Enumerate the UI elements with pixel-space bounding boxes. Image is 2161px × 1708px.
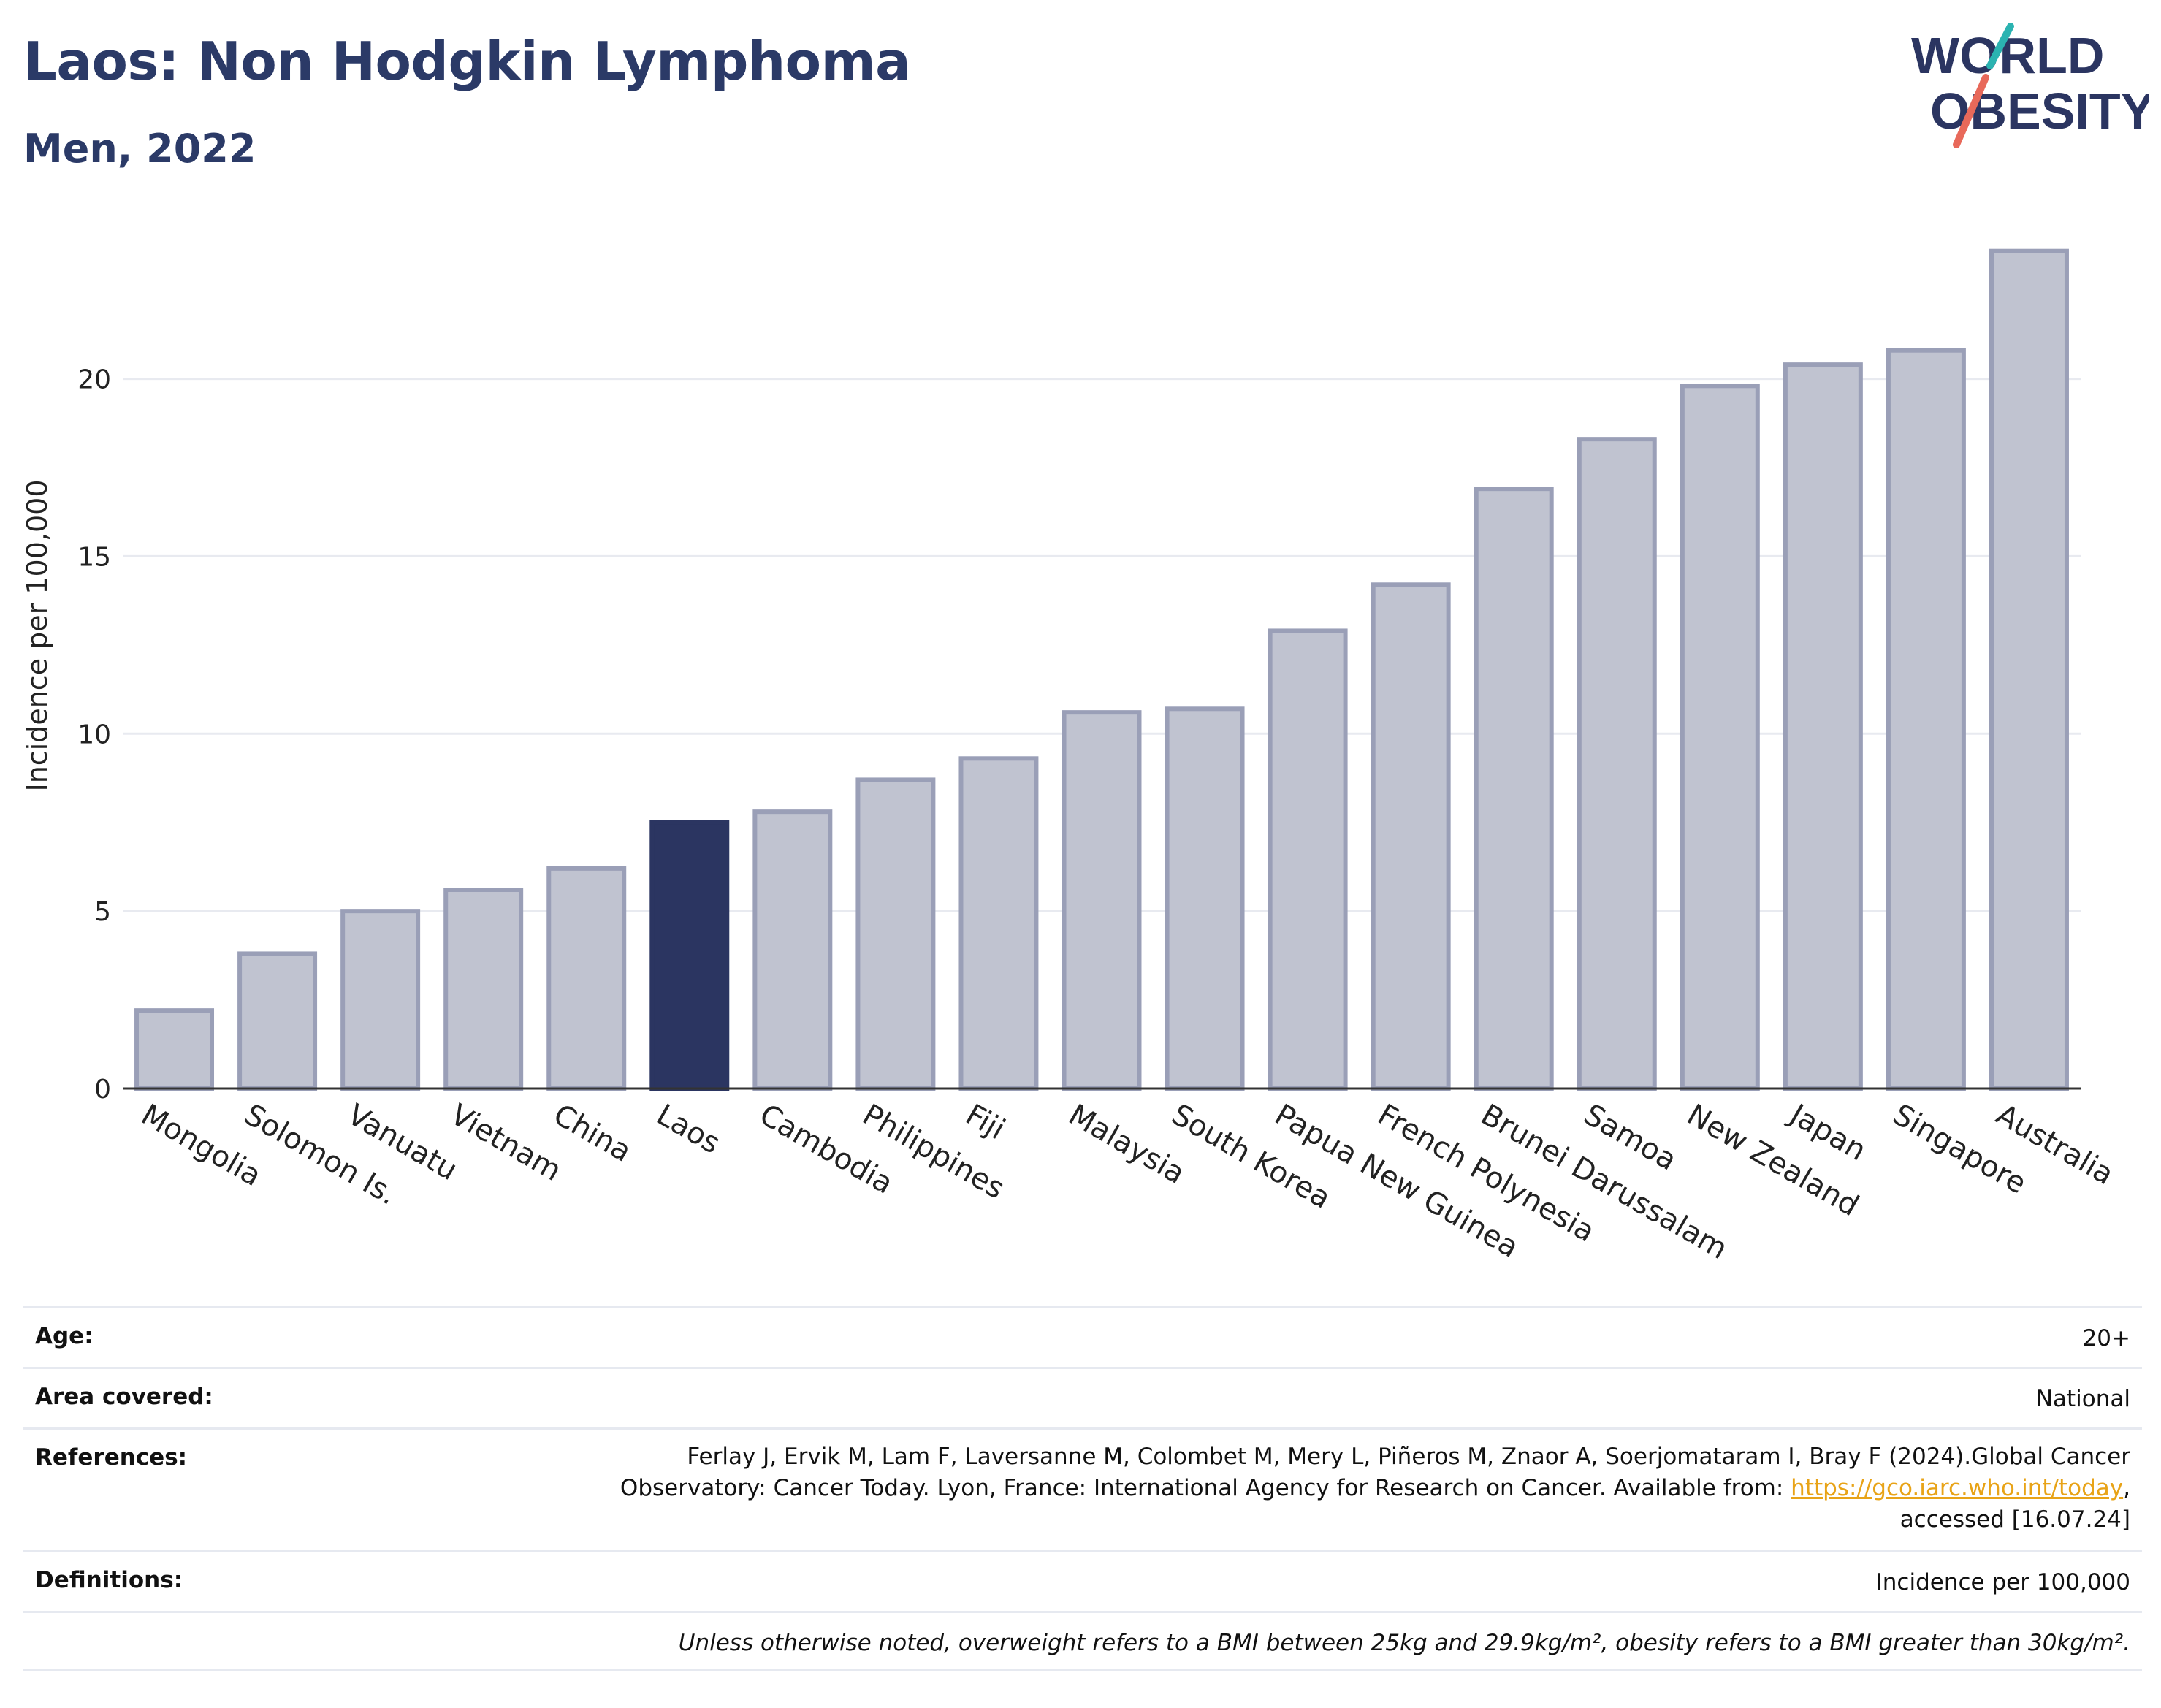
references-link[interactable]: https://gco.iarc.who.int/today [1791,1475,2124,1501]
row-area: Area covered: National [23,1367,2142,1427]
age-value: 20+ [2082,1325,2130,1351]
y-axis-ticks: 0 5 10 15 20 [77,365,111,1105]
row-references: References: Ferlay J, Ervik M, Lam F, La… [23,1427,2142,1550]
row-definitions: Definitions: Incidence per 100,000 [23,1550,2142,1611]
bar-papua-new-guinea [1268,628,1348,1091]
y-axis-label: Incidence per 100,000 [21,479,53,791]
definitions-value: Incidence per 100,000 [1875,1569,2130,1595]
row-note: Unless otherwise noted, overweight refer… [23,1611,2142,1671]
bar-philippines [855,777,936,1091]
references-line2-text: Observatory: Cancer Today. Lyon, France:… [620,1475,1791,1501]
row-age: Age: 20+ [23,1306,2142,1367]
x-tick-label: Malaysia [1063,1098,1190,1191]
definitions-label: Definitions: [35,1567,183,1593]
obesity-definition-note: Unless otherwise noted, overweight refer… [678,1630,2130,1656]
x-tick-label: New Zealand [1681,1098,1864,1223]
bar-french-polynesia [1371,582,1451,1091]
bar-vietnam [443,888,524,1091]
bar-solomon-is- [237,951,318,1091]
bar-mongolia [134,1008,215,1091]
bar-samoa [1577,437,1657,1091]
area-value: National [2035,1386,2130,1412]
bar-vanuatu [340,909,421,1091]
bar-japan [1783,362,1863,1091]
info-table: Age: 20+ Area covered: National Referenc… [23,1306,2142,1671]
page-title: Laos: Non Hodgkin Lymphoma [23,31,911,92]
y-tick-label: 0 [94,1075,111,1105]
age-label: Age: [35,1323,94,1349]
logo-slash-coral [1953,74,1989,148]
y-tick-label: 10 [77,720,111,750]
bar-brunei-darussalam [1474,487,1554,1091]
bar-cambodia [752,809,833,1091]
x-tick-label: Fiji [960,1098,1010,1147]
bar-malaysia [1062,710,1142,1091]
bar-new-zealand [1680,384,1760,1091]
y-tick-label: 5 [94,897,111,927]
bar-laos [649,820,730,1091]
references-label: References: [35,1444,188,1471]
references-line1: Ferlay J, Ervik M, Lam F, Laversanne M, … [687,1444,2130,1470]
x-tick-label: Vietnam [445,1098,567,1188]
bars [134,248,2069,1091]
y-tick-label: 20 [77,365,111,395]
references-line2: Observatory: Cancer Today. Lyon, France:… [23,1473,2130,1504]
bar-china [546,866,627,1091]
bar-fiji [958,756,1039,1091]
page-subtitle: Men, 2022 [23,126,256,172]
area-label: Area covered: [35,1384,213,1410]
x-tick-label: Laos [651,1098,726,1161]
references-value: Ferlay J, Ervik M, Lam F, Laversanne M, … [23,1430,2142,1536]
y-tick-label: 15 [77,542,111,572]
references-line3: accessed [16.07.24] [1899,1506,2130,1533]
bar-south-korea [1165,706,1245,1091]
logo-slash-teal [1986,23,2014,69]
references-line2-end: , [2123,1475,2130,1501]
bar-singapore [1886,348,1966,1091]
bar-australia [1989,248,2069,1091]
world-obesity-logo: WORLD OBESITY [1911,23,2149,148]
